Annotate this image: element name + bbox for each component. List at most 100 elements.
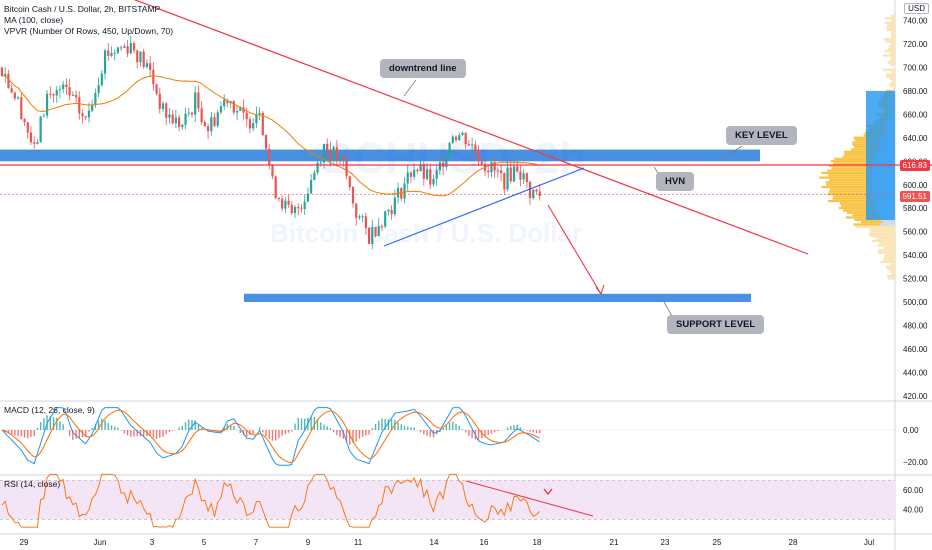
y-tick-label: 460.00 <box>903 345 928 354</box>
macd-legend[interactable]: MACD (12, 26, close, 9) <box>4 405 95 415</box>
candle <box>339 155 342 162</box>
candle <box>416 169 419 172</box>
rsi-line <box>1 473 541 528</box>
candle <box>7 73 10 89</box>
macd-bar <box>455 423 457 430</box>
candle <box>390 209 393 215</box>
candle <box>91 105 94 111</box>
macd-bar <box>281 430 283 436</box>
candle <box>152 69 155 85</box>
candle <box>168 114 171 118</box>
macd-bar <box>265 430 267 437</box>
candle <box>445 156 448 167</box>
macd-bar <box>72 430 74 440</box>
macd-bar <box>477 430 480 441</box>
macd-histogram <box>4 415 541 445</box>
macd-bar <box>487 430 489 436</box>
macd-bar <box>246 430 248 437</box>
candle <box>13 92 16 99</box>
candle <box>268 148 271 166</box>
candle <box>364 216 367 228</box>
macd-bar <box>410 427 412 430</box>
candle <box>161 103 165 109</box>
candle <box>400 188 403 199</box>
candle <box>84 116 87 118</box>
macd-bar <box>123 430 126 434</box>
y-tick-label: 740.00 <box>903 17 928 26</box>
macd-bar <box>49 416 51 430</box>
macd-bar <box>139 430 142 437</box>
candle <box>145 63 148 67</box>
candle <box>464 132 467 145</box>
candle <box>393 197 396 215</box>
y-tick-label: 600.00 <box>903 181 928 190</box>
macd-bar <box>271 430 274 441</box>
candle <box>232 101 235 113</box>
macd-bar <box>233 425 235 430</box>
macd-bar <box>27 430 29 439</box>
y-tick-label: 660.00 <box>903 110 928 119</box>
y-tick-label: 480.00 <box>903 321 928 330</box>
hvn-callout: HVN <box>656 172 695 191</box>
candle <box>123 46 126 48</box>
macd-bar <box>397 422 399 430</box>
candle <box>355 203 358 218</box>
macd-bar <box>97 420 100 430</box>
symbol-title[interactable]: Bitcoin Cash / U.S. Dollar, 2h, BITSTAMP <box>4 4 161 14</box>
macd-bar <box>10 430 13 435</box>
x-tick-label: 11 <box>354 538 363 547</box>
currency-label[interactable]: USD <box>904 3 929 14</box>
macd-bar <box>104 420 106 430</box>
y-tick-label: 500.00 <box>903 298 928 307</box>
candle <box>367 227 371 244</box>
last-price-tag: 591.51 <box>899 191 930 202</box>
candle <box>206 126 210 132</box>
vpvr-legend[interactable]: VPVR (Number Of Rows, 450, Up/Down, 70) <box>4 26 174 36</box>
macd-bar <box>107 423 109 430</box>
macd-bar <box>419 430 422 433</box>
macd-bar <box>262 430 264 433</box>
signal-line <box>1 409 540 464</box>
macd-bar <box>461 429 464 430</box>
key-level-zone <box>0 149 760 162</box>
macd-bar <box>390 419 393 430</box>
macd-bar <box>442 427 444 430</box>
y-tick-label: 700.00 <box>903 64 928 73</box>
candle <box>284 200 287 209</box>
candle <box>94 93 97 106</box>
x-tick-label: 25 <box>713 538 722 547</box>
y-tick-label: 440.00 <box>903 368 928 377</box>
candle <box>474 144 477 153</box>
candle <box>345 160 348 177</box>
candle <box>226 99 229 104</box>
candle <box>448 143 451 157</box>
candle <box>403 183 406 199</box>
candle <box>293 207 297 214</box>
macd-bar <box>426 430 428 436</box>
candle <box>516 166 519 172</box>
poc-highlight <box>866 90 895 220</box>
candle <box>65 84 68 88</box>
macd-bar <box>429 430 431 437</box>
ma-legend[interactable]: MA (100, close) <box>4 15 64 25</box>
macd-bar <box>464 430 467 433</box>
chart-legend: Bitcoin Cash / U.S. Dollar, 2h, BITSTAMP… <box>4 4 173 37</box>
macd-bar <box>85 430 87 437</box>
candle <box>36 142 39 144</box>
callout-pointer <box>403 79 417 97</box>
candle <box>329 149 332 160</box>
candle <box>248 119 252 129</box>
candle <box>239 107 242 111</box>
candle <box>10 88 13 93</box>
candle <box>29 132 33 143</box>
macd-bar <box>316 419 319 430</box>
rsi-legend[interactable]: RSI (14, close) <box>4 479 61 489</box>
candle <box>55 90 58 96</box>
macd-bar <box>284 430 287 435</box>
macd-bar <box>384 419 386 430</box>
candle <box>500 170 503 174</box>
candle <box>107 50 110 56</box>
candle <box>20 97 23 120</box>
candle <box>461 132 464 136</box>
